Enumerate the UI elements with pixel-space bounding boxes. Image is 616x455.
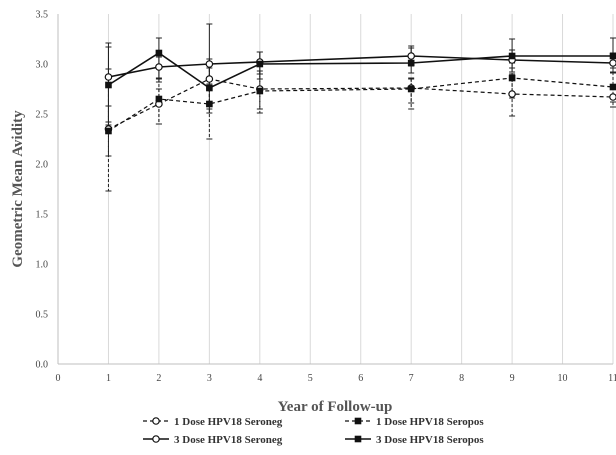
x-tick-label: 11	[608, 373, 616, 384]
data-point-3-dose-hpv18-seroneg	[609, 59, 616, 67]
y-tick-label: 1.0	[36, 260, 49, 271]
legend-swatch-marker	[354, 435, 362, 443]
y-tick-label: 1.5	[36, 210, 49, 221]
data-point-1-dose-hpv18-seropos	[155, 95, 163, 103]
data-point-3-dose-hpv18-seropos	[155, 49, 163, 57]
legend-swatch-marker	[354, 417, 362, 425]
data-point-3-dose-hpv18-seroneg	[407, 52, 415, 60]
data-point-1-dose-hpv18-seropos	[256, 87, 264, 95]
x-tick-label: 10	[558, 373, 568, 384]
data-point-3-dose-hpv18-seropos	[609, 52, 616, 60]
data-point-1-dose-hpv18-seroneg	[508, 90, 516, 98]
data-point-1-dose-hpv18-seroneg	[205, 75, 214, 83]
legend-item-1-dose-hpv18-seropos: 1 Dose HPV18 Seropos	[345, 416, 484, 428]
y-tick-label: 0.5	[36, 310, 49, 321]
data-point-3-dose-hpv18-seropos	[105, 81, 112, 89]
legend-swatch-marker	[152, 417, 160, 425]
legend: 1 Dose HPV18 Seroneg 1 Dose HPV18 Seropos…	[143, 416, 484, 446]
legend-label: 3 Dose HPV18 Seroneg	[174, 434, 283, 446]
y-axis-title: Geometric Mean Avidity	[10, 110, 26, 268]
y-tick-label: 2.0	[36, 160, 49, 171]
legend-item-1-dose-hpv18-seroneg: 1 Dose HPV18 Seroneg	[143, 416, 283, 428]
y-tick-label: 3.5	[36, 10, 49, 21]
x-tick-label: 8	[459, 373, 464, 384]
y-tick-labels: 0.0 0.5 1.0 1.5 2.0 2.5 3.0 3.5	[36, 10, 49, 371]
x-axis-title: Year of Follow-up	[278, 399, 393, 415]
x-tick-label: 4	[257, 373, 262, 384]
data-point-1-dose-hpv18-seropos	[508, 74, 516, 82]
data-point-1-dose-hpv18-seropos	[609, 83, 616, 91]
legend-label: 1 Dose HPV18 Seropos	[376, 416, 484, 428]
x-tick-label: 6	[358, 373, 363, 384]
y-tick-label: 2.5	[36, 110, 49, 121]
data-point-1-dose-hpv18-seropos	[407, 85, 415, 93]
legend-label: 3 Dose HPV18 Seropos	[376, 434, 484, 446]
data-point-1-dose-hpv18-seroneg	[609, 93, 616, 101]
data-point-3-dose-hpv18-seroneg	[205, 60, 214, 68]
x-tick-label: 2	[156, 373, 161, 384]
data-point-1-dose-hpv18-seropos	[206, 100, 213, 108]
y-tick-label: 0.0	[36, 360, 49, 371]
data-point-3-dose-hpv18-seropos	[256, 60, 264, 68]
data-point-3-dose-hpv18-seropos	[407, 59, 415, 67]
x-tick-label: 1	[106, 373, 111, 384]
x-tick-label: 9	[510, 373, 515, 384]
gridlines	[107, 14, 614, 364]
x-tick-labels: 0 1 2 3 4 5 6 7 8 9 10 11	[56, 373, 616, 384]
x-tick-label: 0	[56, 373, 61, 384]
legend-label: 1 Dose HPV18 Seroneg	[174, 416, 283, 428]
x-tick-label: 5	[308, 373, 313, 384]
x-tick-label: 3	[207, 373, 212, 384]
legend-item-3-dose-hpv18-seroneg: 3 Dose HPV18 Seroneg	[143, 434, 283, 446]
series-markers	[104, 49, 616, 135]
axes	[57, 14, 613, 365]
legend-item-3-dose-hpv18-seropos: 3 Dose HPV18 Seropos	[345, 434, 484, 446]
y-tick-label: 3.0	[36, 60, 49, 71]
x-tick-label: 7	[409, 373, 414, 384]
data-point-3-dose-hpv18-seroneg	[104, 73, 113, 81]
data-point-1-dose-hpv18-seropos	[105, 127, 112, 135]
legend-swatch-marker	[152, 435, 160, 443]
data-point-3-dose-hpv18-seropos	[508, 52, 516, 60]
data-point-3-dose-hpv18-seropos	[206, 84, 213, 92]
data-point-3-dose-hpv18-seroneg	[155, 63, 163, 71]
